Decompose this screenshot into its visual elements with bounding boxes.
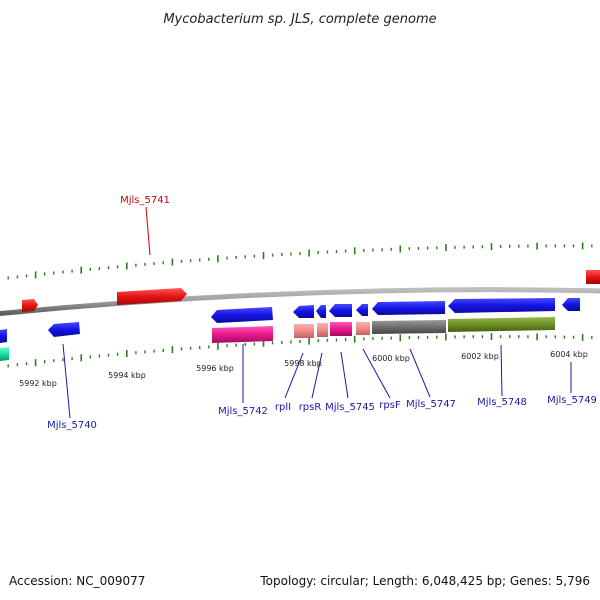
reverse-strand-features (0, 298, 580, 343)
forward-strand-features (22, 270, 600, 312)
genome-backbone (0, 287, 600, 317)
feature-mjls-5745-pink[interactable] (330, 322, 352, 336)
leader-rpli (284, 352, 304, 399)
gene-label-mjls-5740[interactable]: Mjls_5740 (47, 420, 97, 431)
feature-rpsf-salmon[interactable] (356, 322, 370, 335)
gene-label-rpsr[interactable]: rpsR (299, 402, 322, 413)
feature-mjls-5745[interactable] (329, 304, 352, 317)
feature-forward-red-small[interactable] (22, 299, 38, 312)
feature-mjls-5742[interactable] (211, 307, 273, 323)
feature-forward-red-right[interactable] (586, 270, 600, 284)
gene-label-rpli[interactable]: rplI (275, 402, 291, 413)
gene-label-mjls-5741[interactable]: Mjls_5741 (120, 195, 170, 206)
gene-label-mjls-5742[interactable]: Mjls_5742 (218, 406, 268, 417)
inner-scale-ring (7, 333, 593, 368)
feature-mjls-5740[interactable] (48, 322, 80, 337)
leader-rpsr (311, 352, 323, 399)
leader-mjls-5741 (145, 206, 151, 256)
feature-left-edge-teal[interactable] (0, 347, 9, 361)
feature-mjls-5748-olive[interactable] (448, 317, 555, 332)
scale-label-6002: 6002 kbp (461, 352, 499, 361)
feature-rpli-salmon[interactable] (294, 324, 314, 338)
scale-label-5992: 5992 kbp (19, 379, 57, 388)
gene-label-mjls-5747[interactable]: Mjls_5747 (406, 399, 456, 410)
feature-mjls-5742-pink[interactable] (212, 326, 273, 343)
feature-rpsf[interactable] (356, 304, 368, 316)
feature-mjls-5747[interactable] (372, 301, 445, 315)
feature-mjls-5748[interactable] (448, 298, 555, 313)
scale-label-5994: 5994 kbp (108, 371, 146, 380)
leader-mjls-5747 (409, 348, 431, 398)
gene-label-mjls-5745[interactable]: Mjls_5745 (325, 402, 375, 413)
map-title: Mycobacterium sp. JLS, complete genome (163, 12, 436, 27)
gene-label-mjls-5749[interactable]: Mjls_5749 (547, 395, 597, 406)
scale-label-5996: 5996 kbp (196, 364, 234, 373)
accession-text: Accession: NC_009077 (9, 574, 145, 588)
leader-mjls-5748 (500, 344, 503, 397)
gene-label-mjls-5748[interactable]: Mjls_5748 (477, 397, 527, 408)
feature-rpli[interactable] (293, 305, 314, 318)
feature-mjls-5749[interactable] (562, 298, 580, 311)
leader-mjls-5745 (340, 351, 349, 399)
gene-labels: Mjls_5741 Mjls_5740 Mjls_5742 rplI rpsR … (47, 195, 597, 431)
outer-scale-ring (7, 242, 593, 280)
scale-label-5998: 5998 kbp (284, 359, 322, 368)
genome-summary-text: Topology: circular; Length: 6,048,425 bp… (259, 574, 590, 588)
scale-label-6004: 6004 kbp (550, 350, 588, 359)
scale-label-6000: 6000 kbp (372, 354, 410, 363)
label-leader-lines (62, 206, 572, 419)
rna-track-features (0, 317, 555, 361)
gene-label-rpsf[interactable]: rpsF (379, 400, 401, 411)
leader-mjls-5740 (62, 343, 71, 419)
feature-rpsr[interactable] (316, 305, 326, 318)
scale-labels: 5992 kbp 5994 kbp 5996 kbp 5998 kbp 6000… (19, 350, 588, 388)
feature-mjls-5747-gray[interactable] (372, 320, 446, 334)
leader-rpsf (362, 348, 391, 399)
feature-rpsr-salmon[interactable] (317, 323, 328, 337)
feature-left-edge-blue[interactable] (0, 329, 7, 343)
feature-mjls-5741[interactable] (117, 288, 187, 305)
